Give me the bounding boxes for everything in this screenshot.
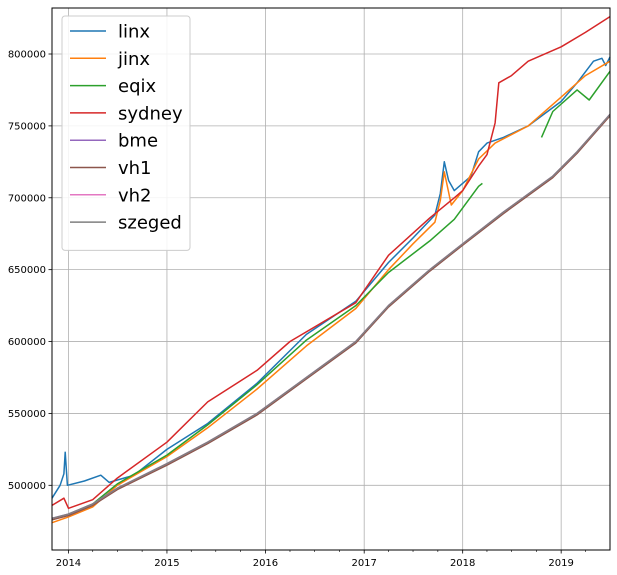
axes: 500000 550000 600000 650000 700000 750000 8000…	[8, 50, 586, 569]
legend-label: vh1	[118, 158, 152, 179]
series-line-szeged	[51, 113, 611, 520]
series-line-vh1	[51, 115, 611, 521]
legend-label: bme	[118, 131, 158, 152]
legend-frame	[61, 15, 191, 251]
y-tick-label: 550000	[8, 409, 46, 420]
legend-label: eqix	[118, 76, 157, 97]
series-line-linx	[51, 56, 611, 499]
plot-frame	[51, 7, 611, 551]
x-tick-label: 2014	[56, 558, 81, 569]
y-tick-label: 700000	[8, 193, 46, 204]
legend: linx jinx eqix sydney bme vh1 vh2 szeged	[61, 15, 191, 251]
legend-label: szeged	[118, 213, 182, 234]
x-tick-label: 2019	[548, 558, 573, 569]
x-tick-label: 2017	[351, 558, 376, 569]
x-tick-label: 2018	[450, 558, 475, 569]
y-tick-label: 750000	[8, 121, 46, 132]
y-tick-label: 800000	[8, 50, 46, 61]
legend-label: linx	[118, 22, 150, 43]
series-line-jinx	[51, 60, 611, 524]
legend-label: vh2	[118, 185, 152, 206]
y-tick-label: 650000	[8, 265, 46, 276]
x-tick-label: 2015	[154, 558, 179, 569]
legend-label: sydney	[118, 103, 183, 124]
x-tick-label: 2016	[253, 558, 278, 569]
y-tick-label: 500000	[8, 481, 46, 492]
y-tick-label: 600000	[8, 337, 46, 348]
series-lines	[51, 15, 611, 524]
legend-label: jinx	[117, 49, 150, 70]
series-line-sydney	[51, 15, 611, 510]
